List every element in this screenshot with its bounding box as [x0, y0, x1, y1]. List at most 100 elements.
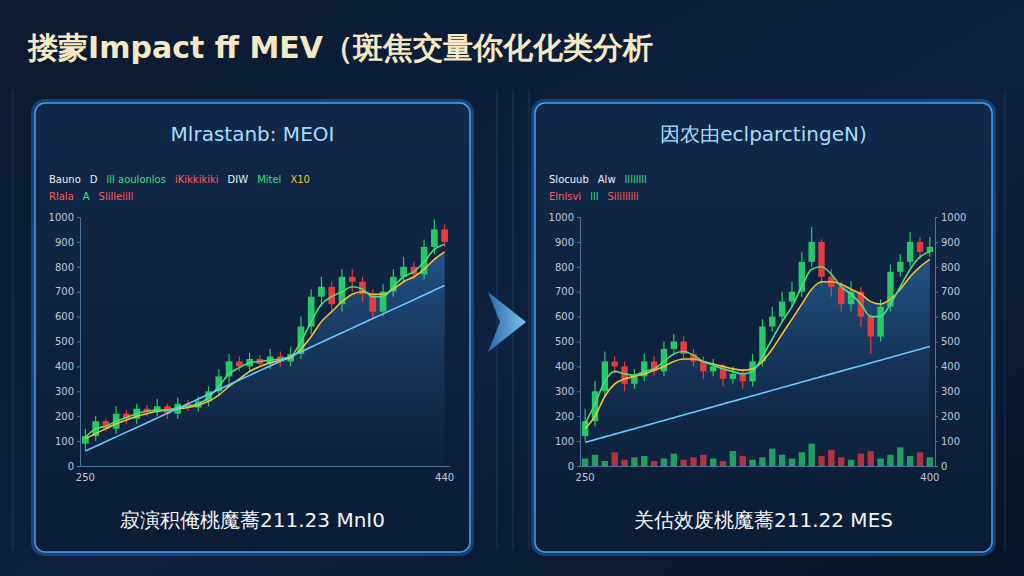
annotation: Mitel — [257, 174, 281, 185]
annotation: Slilleiill — [99, 191, 134, 202]
tick-mark — [77, 217, 80, 218]
tick-label: 400 — [555, 361, 574, 372]
volume-bar — [730, 451, 736, 466]
tick-mark — [577, 466, 580, 467]
volume-bar — [631, 457, 637, 466]
volume-bar — [779, 455, 785, 466]
volume-bar — [612, 452, 618, 466]
tick-label: 200 — [941, 411, 960, 422]
panel-title: Mlrastanb: MEOI — [171, 122, 335, 146]
y2-axis: 01002003004005006007008009001000 — [935, 212, 966, 472]
line — [85, 252, 444, 439]
annotation: Silililili — [607, 191, 638, 202]
tick: 0 — [68, 461, 80, 472]
volume-bar — [868, 451, 874, 466]
candle-body — [877, 307, 883, 337]
tick-mark — [935, 416, 938, 417]
candle-body — [868, 317, 874, 337]
line — [585, 346, 930, 442]
candle-body — [789, 292, 795, 302]
tick-mark — [935, 391, 938, 392]
volume-bar — [710, 459, 716, 466]
tick-label: 0 — [941, 461, 947, 472]
candle-body — [612, 361, 618, 366]
tick-label: 0 — [68, 461, 74, 472]
candle-body — [808, 242, 814, 262]
tick-mark — [577, 366, 580, 367]
tick: 100 — [555, 436, 580, 447]
tick-mark — [77, 317, 80, 318]
candle-body — [917, 242, 923, 252]
volume-bar — [700, 455, 706, 466]
volume-bar — [690, 457, 696, 466]
volume-bar — [592, 455, 598, 466]
tick: 800 — [55, 262, 80, 273]
tick: 400 — [935, 361, 960, 372]
tick-mark — [935, 217, 938, 218]
tick-label: 900 — [555, 237, 574, 248]
annotation: Slocuub — [549, 174, 589, 185]
panel-caption: 寂演积俺桃魔蕎211.23 MnI0 — [120, 508, 385, 532]
tick-label: 500 — [555, 336, 574, 347]
volume-bar — [671, 454, 677, 466]
tick-label: 600 — [55, 311, 74, 322]
panel-caption: 关估效废桃魔蕎211.22 MES — [634, 508, 893, 532]
volume-bar — [858, 454, 864, 466]
line — [585, 259, 930, 428]
volume-bar — [907, 456, 913, 466]
tick-mark — [77, 416, 80, 417]
tick-label: 700 — [555, 286, 574, 297]
tick: 600 — [935, 311, 960, 322]
y-axis: 01002003004005006007008009001000 — [49, 212, 81, 472]
volume-bar — [789, 459, 795, 466]
tick: 0 — [935, 461, 947, 472]
volume-bar — [799, 452, 805, 466]
tick-mark — [577, 217, 580, 218]
tick-label: 100 — [941, 436, 960, 447]
candle-body — [740, 374, 746, 381]
volume-bar — [897, 447, 903, 466]
tick-label: 400 — [941, 361, 960, 372]
tick-mark — [577, 441, 580, 442]
page-title: 搂蒙Impact ff MEV（斑焦交量你化化类分析 — [27, 30, 653, 65]
tick-label: 500 — [55, 336, 74, 347]
candle-body — [927, 247, 933, 252]
tick: 400 — [920, 472, 939, 483]
tick: 500 — [555, 336, 580, 347]
candle-body — [349, 277, 356, 282]
decor-streak — [496, 90, 498, 550]
tick-mark — [77, 466, 80, 467]
volume-bar — [808, 444, 814, 466]
y-axis-line — [77, 218, 81, 467]
tick-mark — [77, 391, 80, 392]
annotation: X10 — [290, 174, 310, 185]
tick: 400 — [555, 361, 580, 372]
tick-mark — [77, 242, 80, 243]
y-axis: 01002003004005006007008009001000 — [549, 212, 581, 472]
tick-label: 200 — [555, 411, 574, 422]
tick-label: 250 — [576, 472, 595, 483]
volume-bar — [720, 461, 726, 466]
arrow — [488, 292, 526, 352]
candle-body — [897, 262, 903, 272]
chart-root: 搂蒙Impact ff MEV（斑焦交量你化化类分析 Mlrastanb: MEO… — [0, 0, 1024, 576]
plot-marks — [82, 219, 448, 466]
tick: 800 — [555, 262, 580, 273]
tick-label: 300 — [55, 386, 74, 397]
volume-bar — [680, 460, 686, 466]
volume-bar — [602, 461, 608, 466]
tick-label: 300 — [941, 386, 960, 397]
candle-body — [671, 342, 677, 349]
tick: 900 — [935, 237, 960, 248]
tick-label: 800 — [555, 262, 574, 273]
volume-bar — [740, 456, 746, 466]
tick-label: 500 — [941, 336, 960, 347]
tick-label: 700 — [941, 286, 960, 297]
tick: 700 — [555, 286, 580, 297]
decor-streak — [528, 90, 530, 550]
tick-label: 800 — [941, 262, 960, 273]
volume-bar — [828, 450, 834, 466]
tick: 600 — [555, 311, 580, 322]
tick: 200 — [935, 411, 960, 422]
tick-label: 400 — [55, 361, 74, 372]
